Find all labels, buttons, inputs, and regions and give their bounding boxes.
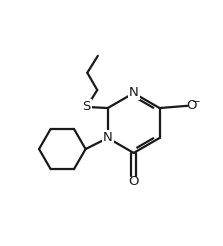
Text: S: S <box>83 100 91 113</box>
Text: O: O <box>186 99 196 112</box>
Text: −: − <box>192 97 200 107</box>
Text: O: O <box>128 175 139 188</box>
Text: N: N <box>103 131 113 144</box>
Text: N: N <box>129 86 138 99</box>
